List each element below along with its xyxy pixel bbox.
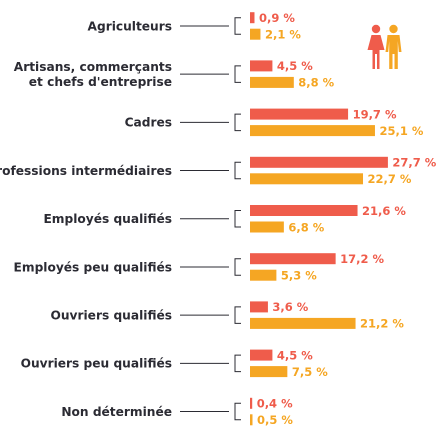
value-label: 25,1 % [379, 124, 423, 138]
woman-icon [367, 24, 385, 69]
chart-row: Agriculteurs 0,9 % 2,1 % [88, 11, 302, 42]
value-label: 2,1 % [265, 28, 301, 42]
chart-row: Employés qualifiés 21,6 % 6,8 % [43, 204, 406, 235]
category-label: Agriculteurs [88, 19, 172, 33]
value-label: 7,5 % [292, 365, 328, 379]
bar-women [250, 60, 273, 72]
bracket [234, 306, 241, 324]
bar-men [250, 173, 364, 185]
chart-rows: Agriculteurs 0,9 % 2,1 % Artisans, commerça… [0, 11, 437, 427]
bar-men [250, 414, 253, 426]
value-label: 21,2 % [360, 317, 404, 331]
value-label: 0,9 % [259, 11, 295, 25]
value-label: 19,7 % [353, 107, 397, 121]
bar-men [250, 125, 375, 137]
bar-women [250, 397, 253, 409]
category-label: Employés peu qualifiés [14, 260, 172, 274]
bracket [234, 65, 241, 83]
bar-men [250, 317, 356, 329]
category-label: Non déterminée [61, 405, 172, 419]
category-label: Artisans, commerçants [14, 60, 172, 74]
bracket [234, 354, 241, 373]
bracket [234, 210, 241, 228]
category-label: Professions intermédiaires [0, 164, 172, 178]
value-label: 3,6 % [272, 300, 308, 314]
bracket [234, 161, 241, 180]
bar-men [250, 269, 277, 281]
value-label: 4,5 % [277, 59, 313, 73]
bar-women [250, 156, 388, 168]
bar-women [250, 301, 268, 313]
chart-row: Cadres 19,7 % 25,1 % [125, 107, 424, 137]
bar-men [250, 76, 294, 88]
value-label: 21,6 % [362, 204, 406, 218]
value-label: 17,2 % [340, 252, 384, 266]
bar-women [250, 12, 255, 24]
value-label: 0,5 % [257, 413, 293, 427]
value-label: 8,8 % [298, 76, 334, 90]
category-label: et chefs d'entreprise [29, 75, 172, 89]
chart-row: Ouvriers peu qualifiés 4,5 % 7,5 % [21, 348, 329, 379]
category-label: Cadres [125, 116, 172, 130]
value-label: 27,7 % [392, 156, 436, 170]
category-label: Employés qualifiés [43, 212, 172, 226]
bar-women [250, 349, 273, 361]
bar-women [250, 253, 336, 265]
bar-women [250, 108, 349, 120]
bracket [234, 113, 241, 132]
bar-men [250, 28, 261, 40]
category-label: Ouvriers qualifiés [51, 308, 172, 322]
bracket [234, 17, 241, 35]
bracket [234, 402, 241, 421]
value-label: 22,7 % [368, 172, 412, 186]
bracket [234, 258, 241, 276]
chart-row: Professions intermédiaires 27,7 % 22,7 % [0, 156, 437, 187]
value-label: 0,4 % [257, 397, 293, 411]
chart-row: Employés peu qualifiés 17,2 % 5,3 % [14, 252, 385, 283]
man-icon [385, 24, 402, 69]
value-label: 5,3 % [281, 269, 317, 283]
bar-men [250, 366, 288, 378]
legend-icons [367, 24, 402, 69]
bar-women [250, 205, 358, 216]
value-label: 6,8 % [288, 220, 324, 234]
value-label: 4,5 % [277, 348, 313, 362]
category-label: Ouvriers peu qualifiés [21, 357, 172, 371]
bar-men [250, 221, 284, 233]
chart-row: Non déterminée 0,4 % 0,5 % [61, 397, 293, 428]
chart-row: Ouvriers qualifiés 3,6 % 21,2 % [51, 300, 405, 331]
